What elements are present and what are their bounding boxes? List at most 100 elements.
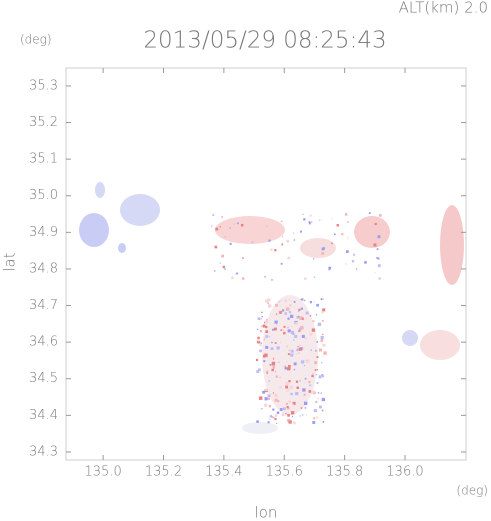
echo-speck [283,365,286,368]
echo-speck [303,365,306,367]
echo-speck [275,375,279,378]
echo-speck [293,239,296,241]
echo-speck [267,298,271,302]
echo-speck [276,346,280,350]
echo-speck [297,346,299,348]
echo-speck [279,311,282,314]
echo-speck [261,408,263,410]
echo-speck [293,301,296,303]
echo-speck [212,214,215,216]
echo-speck [262,324,266,328]
echo-speck [308,221,311,223]
echo-speck [312,421,316,424]
echo-speck [264,403,268,407]
echo-speck [376,257,379,259]
echo-speck [321,252,325,255]
echo-speck [287,367,291,371]
echo-speck [231,276,234,279]
echo-speck [298,310,300,312]
echo-speck [321,409,324,412]
echo-speck [312,373,314,375]
echo-speck [286,405,289,409]
echo-speck [240,223,244,227]
echo-speck [377,264,381,268]
echo-speck [310,384,312,386]
echo-speck [296,349,298,352]
echo-speck [221,216,223,218]
echo-speck [301,298,304,301]
echo-speck [304,277,307,280]
echo-speck [304,377,307,380]
echo-speck [313,276,316,278]
echo-speck [286,239,290,243]
echo-speck [308,390,312,393]
echo-speck [318,375,322,379]
echo-speck [316,341,319,343]
echo-speck [302,388,306,392]
echo-speck [290,392,293,396]
echo-speck [287,329,291,333]
echo-speck [295,391,299,396]
echo-speck [306,359,310,363]
echo-speck [288,388,291,391]
echo-speck [310,349,312,351]
echo-speck [235,273,237,275]
echo-speck [274,398,278,402]
echo-speck [288,364,291,368]
echo-speck [376,248,379,250]
echo-speck [322,420,325,423]
echo-speck [299,230,302,233]
echo-speck [302,213,304,216]
echo-speck [274,393,278,397]
echo-speck [298,344,301,347]
echo-speck [281,236,284,238]
x-tick-label: 135.4 [205,465,242,480]
echo-speck [295,353,298,355]
echo-speck [237,222,239,225]
echo-speck [271,416,274,418]
echo-speck [303,299,306,302]
echo-speck [333,233,336,236]
echo-speck [315,373,318,376]
echo-speck [222,265,225,269]
echo-speck [215,227,219,231]
echo-speck [322,343,326,347]
echo-speck [266,318,268,321]
y-tick-label: 35.1 [29,152,58,167]
echo-speck [299,316,303,320]
echo-speck [283,325,286,328]
echo-speck [259,330,263,333]
echo-speck [297,351,300,355]
echo-speck [224,236,226,238]
echo-speck [271,328,274,331]
echo-speck [288,380,291,383]
echo-speck [272,392,275,394]
echo-speck [331,242,333,245]
echo-speck [328,266,332,270]
echo-speck [293,368,296,371]
chart-title: 2013/05/29 08:25:43 [143,28,386,54]
echo-speck [315,400,318,403]
echo-speck [300,298,302,301]
echo-speck [291,325,293,328]
echo-speck [267,397,270,400]
echo-speck [316,381,319,384]
echo-speck [378,277,381,280]
echo-speck [300,407,303,409]
x-unit: (deg) [456,484,488,498]
echo-speck [281,243,284,246]
echo-speck [260,318,263,320]
echo-speck [299,415,301,417]
echo-speck [288,420,292,424]
echo-speck [320,335,324,340]
echo-speck [264,320,268,324]
y-tick-label: 34.7 [29,298,58,313]
echo-speck [296,315,300,319]
echo-speck [345,263,347,265]
echo-speck [296,386,299,389]
echo-speck [290,330,295,335]
echo-speck [321,311,324,314]
echo-speck [286,361,288,363]
echo-speck [270,347,274,350]
echo-speck [377,235,381,239]
